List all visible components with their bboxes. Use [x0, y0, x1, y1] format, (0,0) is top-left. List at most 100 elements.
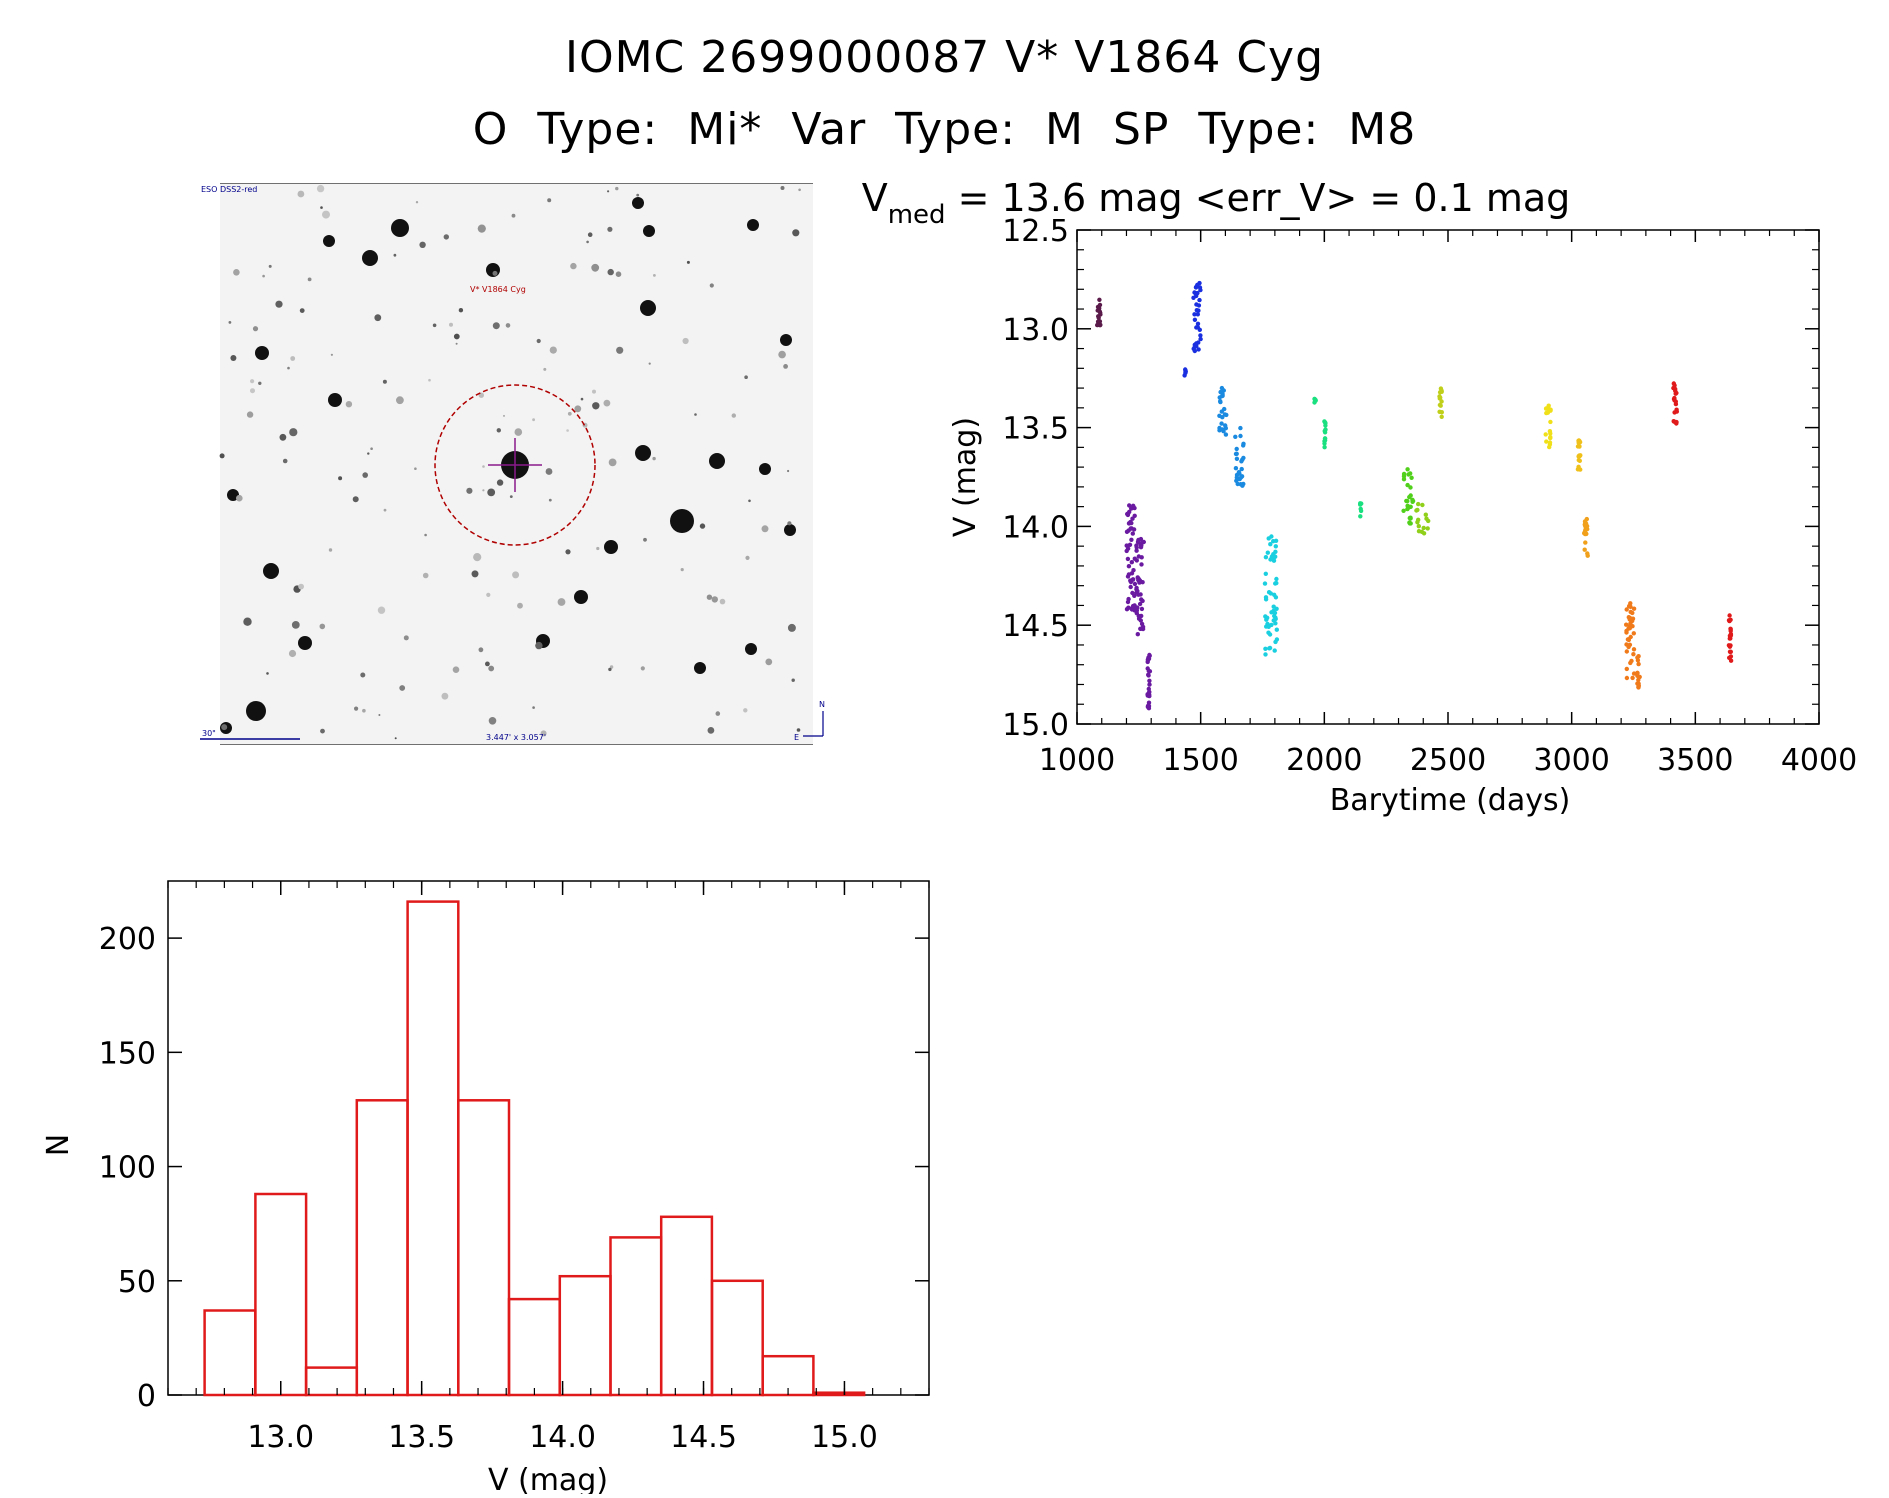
faint-star-37: [266, 672, 269, 675]
light-curve-ticks: 1000 1500 2000 2500 3000 3500 4000 12.5 13.0 13.5…: [1002, 214, 1857, 778]
star-4: [362, 250, 378, 266]
faint-star-18: [377, 606, 386, 614]
faint-star-86: [230, 355, 237, 361]
lc-point-s8-6: [1264, 617, 1269, 622]
lc-ytick-label-4: 14.5: [1002, 609, 1069, 644]
faint-star-29: [535, 641, 543, 650]
lc-point-s1-28: [1132, 593, 1137, 598]
faint-star-116: [394, 737, 397, 740]
lc-ytick-label-3: 14.0: [1002, 510, 1069, 545]
lc-point-s8-39: [1271, 604, 1276, 609]
faint-star-145: [798, 188, 801, 192]
star-26: [632, 197, 644, 209]
lc-point-s20-10: [1671, 396, 1677, 402]
faint-star-24: [488, 665, 495, 672]
faint-star-20: [547, 198, 552, 203]
title-subscript: med: [888, 200, 946, 230]
light-curve-chart: Vmed = 13.6 mag <err_V> = 0.1 mag 1000 15…: [862, 176, 1857, 818]
faint-star-61: [536, 338, 541, 344]
faint-star-65: [298, 583, 304, 590]
lc-point-s7-15: [1234, 478, 1239, 483]
lc-point-s12-17: [1404, 498, 1409, 504]
lc-point-s19-0: [1636, 661, 1641, 667]
lc-point-s1-8: [1129, 537, 1134, 542]
lc-point-s20-14: [1674, 421, 1679, 426]
lc-point-s1-37: [1130, 516, 1135, 521]
lc-point-s8-32: [1274, 580, 1279, 586]
chart-title-line1: IOMC 2699000087 V* V1864 Cyg: [564, 32, 1325, 83]
lc-point-s8-31: [1267, 632, 1273, 637]
faint-star-129: [549, 346, 557, 354]
lc-point-s7-12: [1238, 425, 1243, 431]
hist-xtick-label-4: 15.0: [811, 1420, 878, 1455]
lc-point-s7-17: [1233, 434, 1238, 439]
fov-label: 3.447' x 3.057': [486, 733, 546, 742]
star-21: [780, 334, 792, 346]
lc-point-s2-20: [1139, 597, 1144, 602]
lc-ytick-label-2: 13.5: [1002, 412, 1069, 447]
faint-star-2: [567, 411, 572, 416]
lc-point-s5-28: [1197, 280, 1202, 286]
lc-point-s2-39: [1137, 578, 1143, 583]
faint-star-148: [275, 300, 283, 308]
faint-star-70: [548, 498, 552, 502]
lc-point-s8-49: [1273, 554, 1278, 559]
hist-xtick-label-1: 13.5: [388, 1420, 455, 1455]
lc-point-s18-0: [1630, 675, 1635, 681]
faint-star-36: [643, 537, 647, 542]
histogram-bar-8: [609, 1236, 663, 1397]
faint-star-34: [503, 414, 505, 417]
lc-point-s8-26: [1265, 550, 1271, 555]
faint-star-11: [360, 672, 366, 678]
lc-point-s15-12: [1548, 435, 1553, 440]
lc-point-s19-2: [1635, 658, 1641, 663]
finder-left-margin: [198, 183, 220, 745]
lc-point-s4-4: [1182, 373, 1187, 378]
lc-point-s5-32: [1197, 297, 1202, 303]
lc-point-s5-20: [1193, 291, 1198, 296]
faint-star-103: [482, 489, 485, 492]
lc-point-s3-16: [1146, 703, 1152, 709]
lc-point-s3-26: [1147, 678, 1152, 683]
histogram-ticks: 13.0 13.5 14.0 14.5 15.0 0 50 100 150 200: [99, 881, 930, 1455]
lc-point-s18-6: [1624, 649, 1630, 654]
lc-point-s10-10: [1323, 423, 1328, 428]
faint-star-74: [485, 661, 490, 667]
lc-point-s1-50: [1125, 511, 1130, 517]
star-19: [759, 463, 771, 475]
faint-star-125: [449, 322, 453, 327]
lc-point-s5-22: [1198, 287, 1203, 293]
lc-point-s1-14: [1126, 605, 1131, 610]
faint-star-93: [287, 366, 290, 370]
lc-point-s1-45: [1132, 505, 1137, 511]
lc-point-s20-18: [1674, 390, 1679, 396]
faint-star-114: [297, 190, 305, 198]
faint-star-67: [761, 525, 769, 533]
lc-point-s15-19: [1544, 439, 1549, 444]
lc-point-s0-15: [1096, 315, 1101, 320]
lc-point-s6-3: [1218, 399, 1223, 404]
faint-star-152: [615, 186, 619, 191]
lc-point-s5-15: [1192, 348, 1198, 354]
faint-star-23: [566, 429, 569, 432]
faint-star-118: [370, 447, 373, 451]
chart-title-line2: O Type: Mi* Var Type: M SP Type: M8: [472, 104, 1417, 155]
lc-xtick-label-0: 1000: [1039, 743, 1115, 778]
lc-point-s2-40: [1139, 562, 1144, 567]
lc-point-s8-29: [1272, 592, 1277, 597]
faint-star-78: [492, 270, 498, 276]
faint-star-85: [719, 598, 726, 605]
faint-star-30: [511, 213, 516, 218]
faint-star-134: [307, 277, 312, 282]
lc-point-s2-44: [1138, 626, 1143, 631]
faint-star-73: [441, 692, 449, 700]
lc-point-s13-2: [1421, 531, 1427, 536]
hist-ytick-label-0: 0: [137, 1379, 156, 1414]
lc-point-s14-3: [1439, 414, 1444, 419]
star-20: [784, 524, 796, 536]
lc-point-s8-51: [1264, 624, 1269, 629]
lc-point-s13-5: [1421, 525, 1426, 531]
lc-point-s8-0: [1274, 576, 1279, 582]
star-13: [604, 540, 618, 554]
lc-point-s8-35: [1263, 555, 1269, 560]
